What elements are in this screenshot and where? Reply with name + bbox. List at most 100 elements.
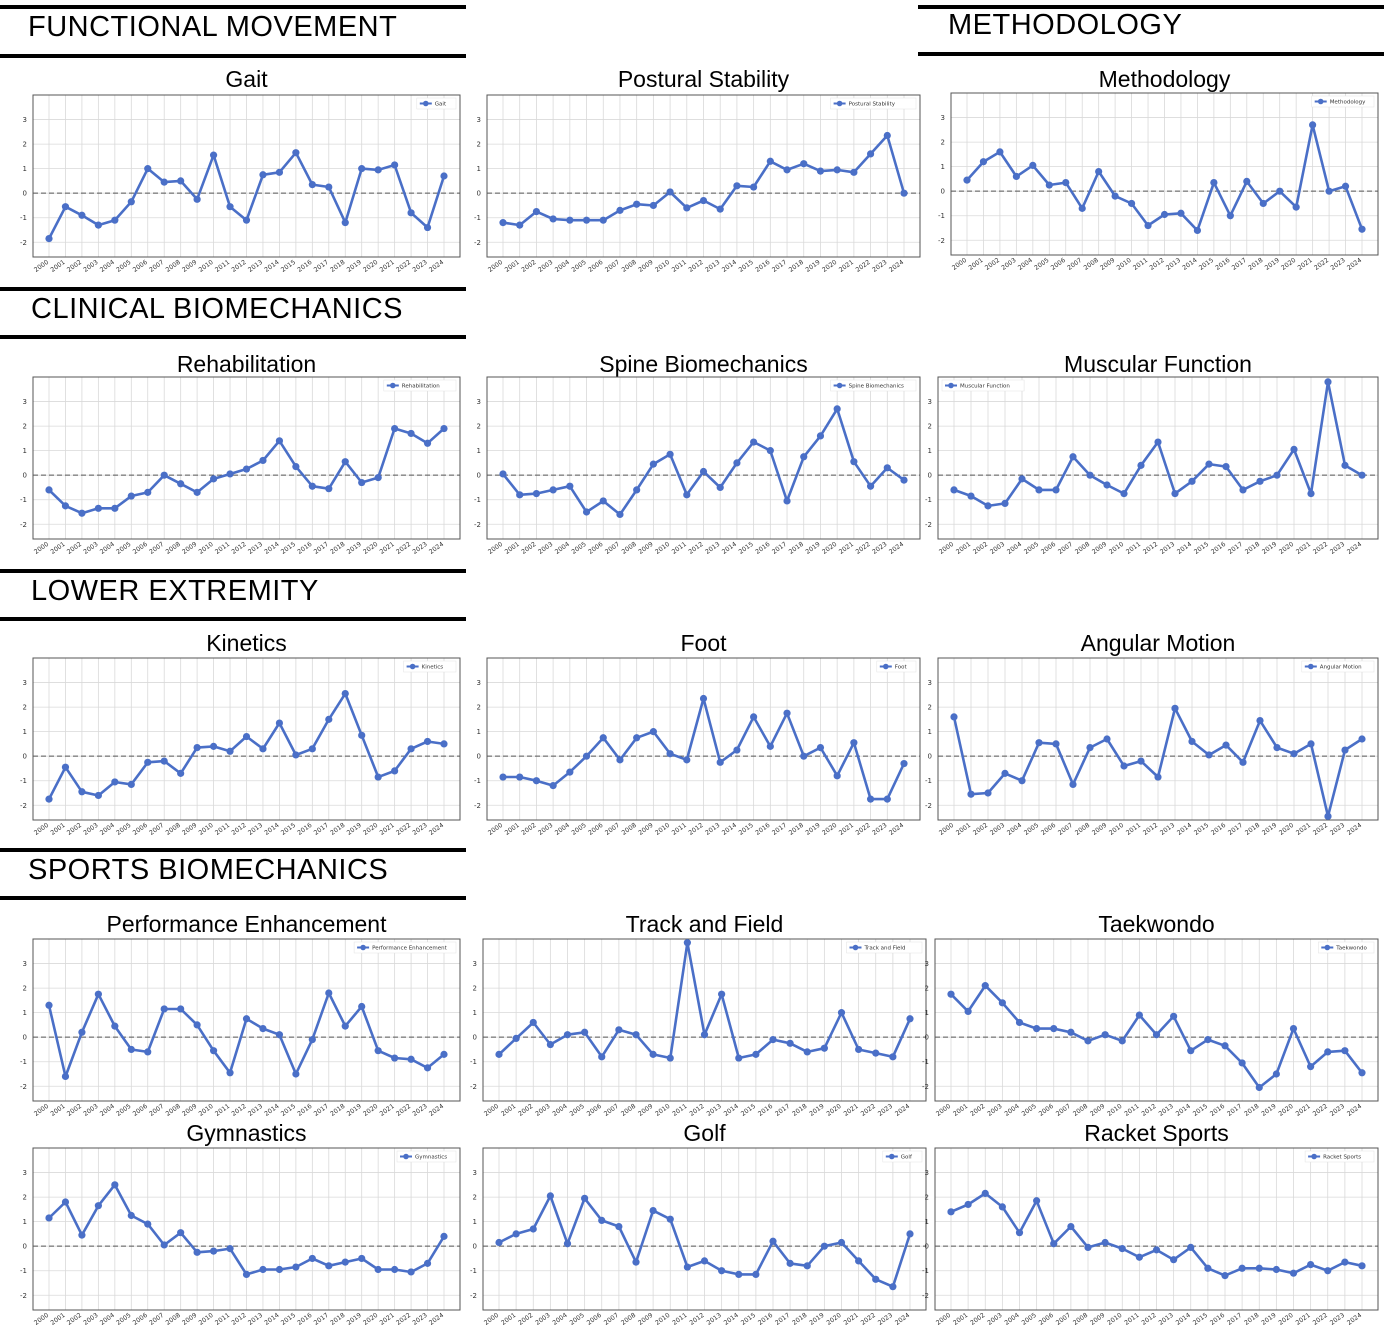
data-point (61, 502, 70, 510)
x-tick-label: 2010 (198, 822, 215, 837)
data-point (649, 728, 657, 736)
chart-title-angular: Angular Motion (1080, 630, 1236, 656)
x-tick-label: 2021 (379, 259, 396, 274)
data-point (242, 216, 251, 224)
data-point (981, 1189, 989, 1198)
y-tick-label: -1 (20, 777, 27, 785)
data-point (1324, 1267, 1332, 1275)
data-point (866, 795, 875, 803)
y-tick-label: 0 (23, 190, 27, 198)
x-tick-label: 2009 (181, 822, 198, 837)
x-tick-label: 2020 (1278, 1103, 1295, 1118)
x-tick-label: 2014 (263, 1312, 280, 1327)
x-tick-label: 2014 (263, 259, 280, 274)
data-point (1188, 477, 1196, 485)
x-tick-label: 2011 (1125, 541, 1142, 556)
data-point (1358, 1069, 1366, 1077)
data-point (1078, 204, 1086, 212)
x-tick-label: 2009 (181, 1312, 198, 1327)
x-tick-label: 2001 (967, 257, 984, 272)
legend-box (1304, 1150, 1375, 1163)
x-tick-label: 2013 (247, 1312, 264, 1327)
chart-title-track: Track and Field (625, 911, 784, 937)
x-tick-label: 2006 (587, 822, 604, 837)
data-point (144, 165, 152, 173)
data-point (292, 751, 300, 759)
x-tick-label: 2021 (843, 1103, 860, 1118)
x-tick-label: 2017 (1226, 1103, 1243, 1118)
data-point (440, 172, 448, 180)
x-tick-label: 2002 (520, 541, 537, 556)
data-point (800, 453, 808, 461)
data-point (1289, 1269, 1298, 1277)
data-point (786, 1039, 794, 1047)
data-point (1259, 199, 1267, 208)
y-tick-label: -2 (474, 802, 481, 810)
x-tick-label: 2002 (66, 541, 83, 556)
section-header-lower: LOWER EXTREMITY (0, 569, 466, 621)
x-tick-label: 2018 (1244, 822, 1261, 837)
data-point (1255, 1083, 1263, 1092)
y-tick-label: 1 (477, 165, 481, 173)
x-tick-label: 2009 (1091, 822, 1108, 837)
data-point (733, 459, 741, 467)
x-tick-label: 2021 (838, 259, 855, 274)
x-tick-label: 2018 (1243, 1312, 1260, 1327)
data-point (1187, 1047, 1195, 1055)
x-tick-label: 2015 (280, 541, 297, 556)
x-tick-label: 2023 (871, 259, 888, 274)
data-point (374, 1047, 382, 1055)
data-point (950, 486, 958, 494)
x-tick-label: 2010 (654, 541, 671, 556)
x-tick-label: 2024 (1346, 822, 1363, 837)
x-tick-label: 2011 (1132, 257, 1149, 272)
data-point (275, 168, 284, 176)
x-tick-label: 2004 (554, 822, 571, 837)
x-tick-label: 2012 (231, 541, 248, 556)
data-point (259, 745, 267, 753)
x-tick-label: 2003 (537, 259, 554, 274)
plot-frame (937, 376, 1379, 540)
data-point (516, 773, 524, 781)
data-point (1210, 178, 1218, 187)
data-point (226, 1069, 234, 1077)
data-point (1095, 167, 1103, 176)
x-tick-label: 2003 (534, 1103, 551, 1118)
x-tick-label: 2023 (412, 541, 429, 556)
data-point (423, 1259, 432, 1267)
data-point (906, 1230, 914, 1238)
x-tick-label: 2008 (621, 822, 638, 837)
data-point (833, 772, 841, 780)
data-point (242, 465, 251, 473)
x-tick-label: 2022 (860, 1312, 877, 1327)
data-point (61, 763, 70, 771)
data-point (1290, 445, 1298, 454)
x-tick-label: 2004 (554, 541, 571, 556)
data-point (209, 1047, 218, 1055)
x-tick-label: 2001 (49, 822, 66, 837)
y-tick-label: 1 (23, 728, 27, 736)
data-point (735, 1054, 743, 1062)
x-tick-label: 2021 (1295, 822, 1312, 837)
data-point (566, 768, 574, 776)
y-tick-label: -1 (925, 496, 932, 504)
data-point (750, 183, 758, 191)
data-point (1127, 199, 1136, 208)
x-tick-label: 2018 (1247, 257, 1264, 272)
data-point (341, 458, 349, 466)
x-tick-label: 2024 (1346, 541, 1363, 556)
data-point (259, 171, 267, 179)
data-point (566, 482, 574, 490)
data-point (666, 1054, 674, 1062)
data-point (532, 207, 541, 216)
data-point (1341, 182, 1350, 190)
legend-box (876, 660, 917, 673)
section-rule-bottom (0, 54, 466, 58)
legend-box (830, 97, 917, 110)
data-point (615, 1026, 623, 1034)
data-point (1137, 461, 1145, 469)
data-point (633, 734, 641, 742)
data-point (160, 471, 168, 479)
x-tick-label: 2018 (788, 259, 805, 274)
section-rule-top (0, 287, 466, 291)
